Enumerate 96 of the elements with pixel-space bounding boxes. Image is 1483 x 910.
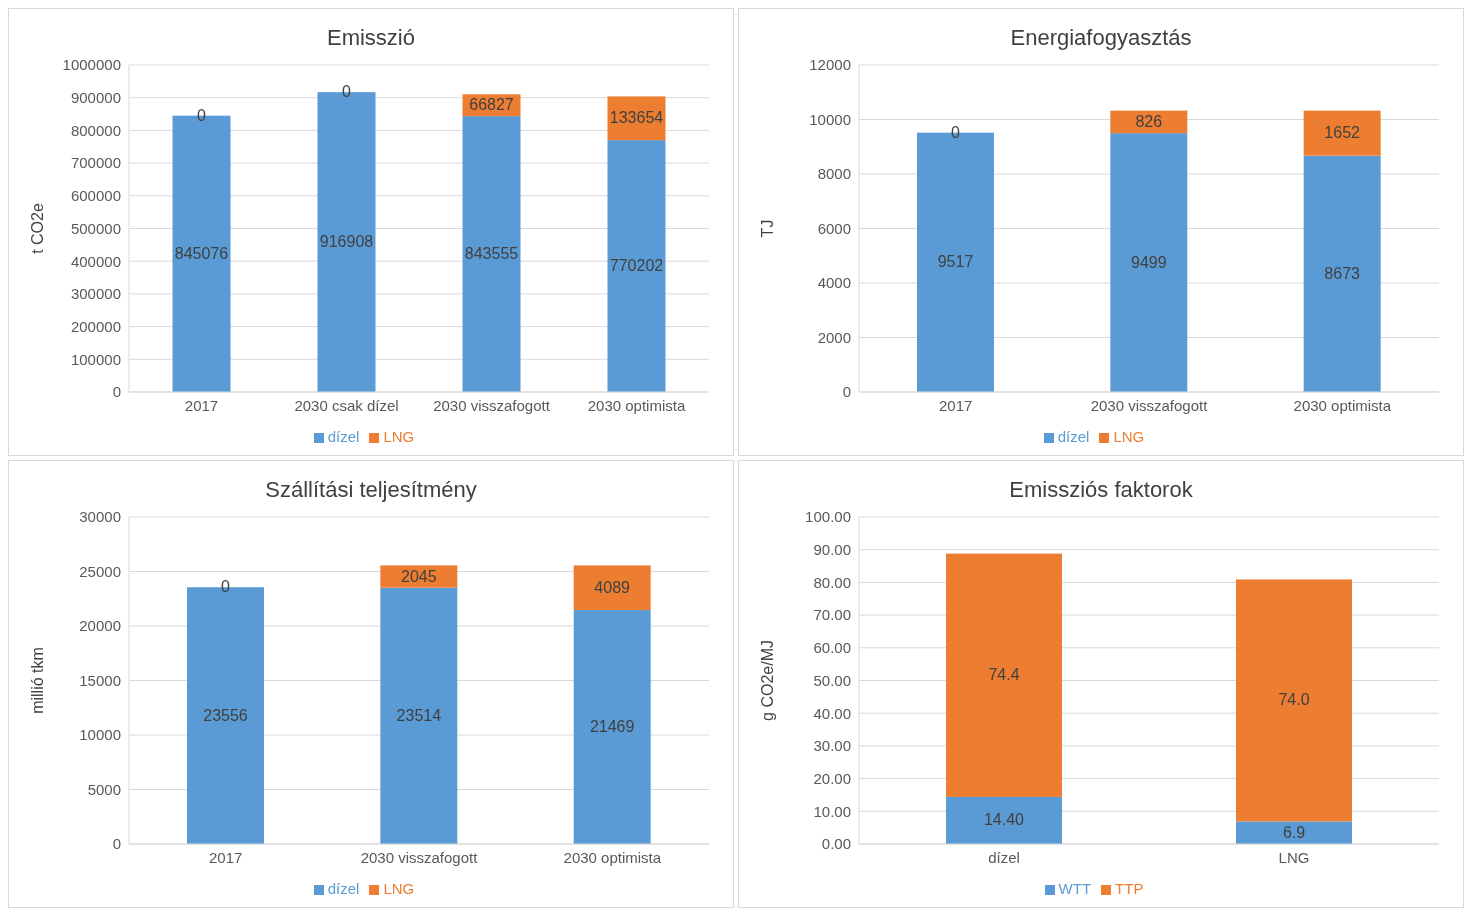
y-axis-title: g CO2e/MJ bbox=[758, 640, 776, 721]
y-tick-label: 90.00 bbox=[813, 541, 851, 559]
y-tick-label: 10000 bbox=[79, 726, 121, 744]
bar bbox=[1236, 579, 1352, 822]
x-tick-label: 2017 bbox=[208, 848, 243, 866]
bar bbox=[607, 140, 666, 392]
bar bbox=[1303, 110, 1381, 156]
x-tick-label: 2030 optimista bbox=[1293, 396, 1392, 414]
chart-title: Szállítási teljesítmény bbox=[264, 477, 478, 504]
bar bbox=[462, 116, 521, 392]
x-tick-label: 2030 visszafogott bbox=[360, 848, 479, 866]
legend-label: LNG bbox=[383, 880, 415, 897]
data-label: 133654 bbox=[609, 109, 664, 127]
y-tick-label: 0.00 bbox=[821, 835, 851, 853]
data-label: 74.4 bbox=[988, 666, 1020, 684]
y-tick-label: 600000 bbox=[70, 187, 121, 205]
y-tick-label: 5000 bbox=[87, 780, 121, 798]
x-tick-label: 2030 visszafogott bbox=[433, 396, 551, 414]
data-label: 770202 bbox=[609, 257, 664, 275]
chart-title: Energiafogyasztás bbox=[1009, 25, 1193, 52]
y-tick-label: 20000 bbox=[79, 617, 121, 635]
bar bbox=[946, 553, 1062, 797]
legend-label: dízel bbox=[327, 428, 360, 445]
y-tick-label: 0 bbox=[112, 383, 121, 401]
legend-label: dízel bbox=[327, 880, 360, 897]
y-tick-label: 200000 bbox=[70, 317, 121, 335]
bar bbox=[1236, 821, 1352, 844]
bar bbox=[573, 565, 651, 610]
y-tick-label: 30000 bbox=[79, 508, 121, 526]
y-tick-label: 25000 bbox=[79, 562, 121, 580]
data-label: 9517 bbox=[937, 253, 974, 271]
bar bbox=[573, 609, 651, 844]
legend-label: TTP bbox=[1115, 880, 1144, 897]
data-label: 74.0 bbox=[1278, 691, 1310, 709]
y-tick-label: 10000 bbox=[809, 110, 851, 128]
y-tick-label: 100000 bbox=[70, 350, 121, 368]
y-tick-label: 1000000 bbox=[62, 56, 121, 74]
y-tick-label: 12000 bbox=[809, 56, 851, 74]
y-tick-label: 800000 bbox=[70, 121, 121, 139]
y-tick-label: 300000 bbox=[70, 285, 121, 303]
y-tick-label: 70.00 bbox=[813, 606, 851, 624]
chart-title: Emissziós faktorok bbox=[1008, 477, 1194, 504]
x-tick-label: 2030 visszafogott bbox=[1090, 396, 1209, 414]
x-tick-label: 2017 bbox=[184, 396, 219, 414]
chart-title: Emisszió bbox=[326, 25, 416, 52]
data-label: 826 bbox=[1135, 112, 1163, 130]
y-tick-label: 6000 bbox=[817, 219, 851, 237]
y-axis-title: TJ bbox=[758, 219, 776, 238]
y-tick-label: 30.00 bbox=[813, 737, 851, 755]
data-label: 14.40 bbox=[983, 811, 1025, 829]
legend-label: LNG bbox=[1113, 428, 1145, 445]
data-label: 2045 bbox=[401, 567, 437, 585]
data-label: 916908 bbox=[319, 233, 374, 251]
bar bbox=[380, 587, 458, 844]
bar bbox=[1303, 155, 1381, 392]
y-axis-title: t CO2e bbox=[28, 203, 46, 254]
y-tick-label: 0 bbox=[842, 383, 851, 401]
x-tick-label: dízel bbox=[988, 848, 1020, 866]
x-tick-label: 2030 csak dízel bbox=[294, 396, 399, 414]
y-tick-label: 100.00 bbox=[805, 508, 851, 526]
y-axis-title: millió tkm bbox=[28, 647, 46, 714]
data-label: 23514 bbox=[396, 706, 442, 724]
data-label: 843555 bbox=[464, 245, 519, 263]
y-tick-label: 2000 bbox=[817, 328, 851, 346]
bar bbox=[946, 796, 1062, 844]
data-label: 21469 bbox=[589, 717, 635, 735]
x-tick-label: 2017 bbox=[938, 396, 973, 414]
y-tick-label: 80.00 bbox=[813, 573, 851, 591]
data-label: 1652 bbox=[1324, 124, 1361, 142]
y-tick-label: 60.00 bbox=[813, 639, 851, 657]
y-tick-label: 15000 bbox=[79, 671, 121, 689]
y-tick-label: 10.00 bbox=[813, 802, 851, 820]
y-tick-label: 50.00 bbox=[813, 671, 851, 689]
data-label: 66827 bbox=[469, 96, 514, 114]
legend-label: WTT bbox=[1058, 880, 1092, 897]
x-tick-label: 2030 optimista bbox=[587, 396, 686, 414]
x-tick-label: LNG bbox=[1278, 848, 1310, 866]
bar bbox=[1110, 133, 1188, 392]
y-tick-label: 4000 bbox=[817, 274, 851, 292]
y-tick-label: 0 bbox=[112, 835, 121, 853]
y-tick-label: 700000 bbox=[70, 154, 121, 172]
y-tick-label: 400000 bbox=[70, 252, 121, 270]
data-label: 9499 bbox=[1131, 253, 1167, 271]
y-tick-label: 20.00 bbox=[813, 769, 851, 787]
legend-label: LNG bbox=[383, 428, 415, 445]
y-tick-label: 500000 bbox=[70, 219, 121, 237]
data-label: 23556 bbox=[203, 706, 248, 724]
data-label: 4089 bbox=[594, 578, 631, 596]
data-label: 845076 bbox=[174, 244, 229, 262]
y-tick-label: 40.00 bbox=[813, 704, 851, 722]
legend-label: dízel bbox=[1057, 428, 1090, 445]
y-tick-label: 900000 bbox=[70, 89, 121, 107]
data-label: 8673 bbox=[1324, 264, 1361, 282]
data-label: 6.9 bbox=[1282, 823, 1306, 841]
y-tick-label: 8000 bbox=[817, 165, 851, 183]
x-tick-label: 2030 optimista bbox=[563, 848, 662, 866]
